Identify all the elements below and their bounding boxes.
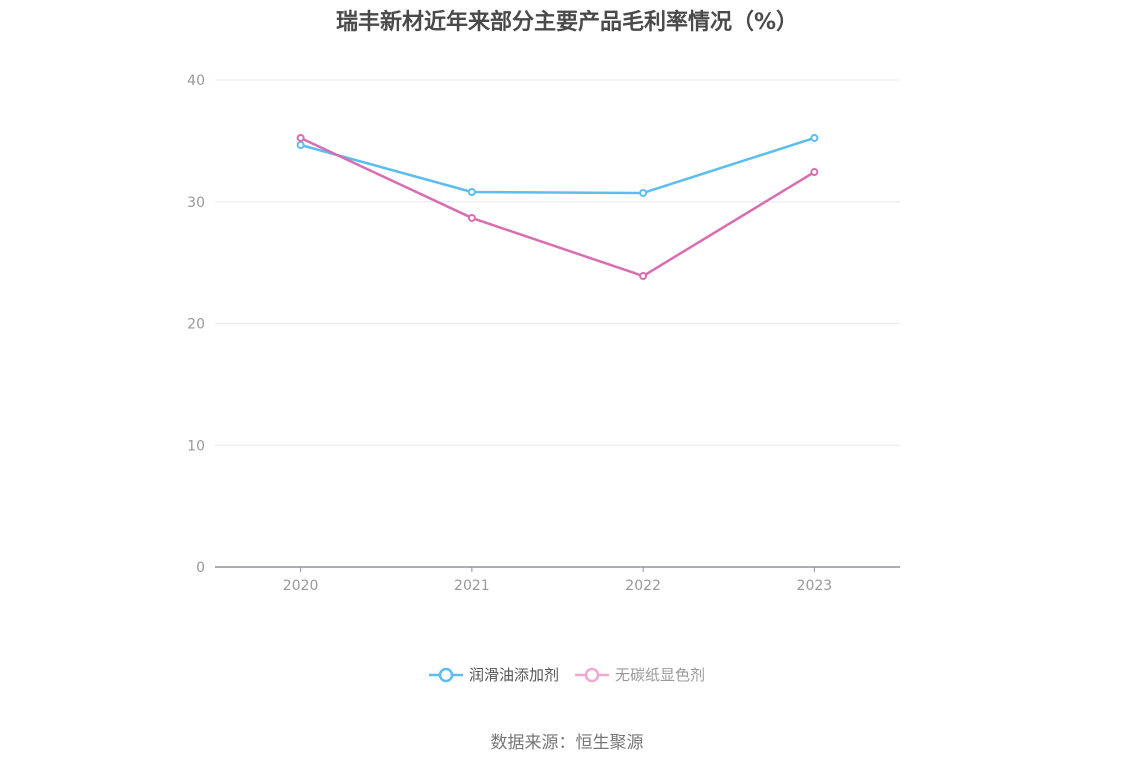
legend-label: 润滑油添加剂	[468, 666, 559, 684]
x-tick-label: 2022	[625, 578, 661, 594]
series-line-1	[300, 136, 816, 278]
legend: 润滑油添加剂 无碳纸显色剂	[0, 664, 1134, 685]
data-point	[467, 213, 476, 222]
legend-item-lubricant-additive[interactable]: 润滑油添加剂	[428, 664, 559, 685]
y-tick-label: 20	[187, 317, 205, 333]
x-tick-label: 2021	[454, 578, 490, 594]
y-tick-label: 30	[187, 195, 205, 211]
y-tick-label: 40	[187, 73, 205, 89]
legend-item-carbonless-paper-developer[interactable]: 无碳纸显色剂	[575, 664, 705, 685]
line-chart: 0 10 20 30 40 2020 2021 2022 2023	[187, 73, 900, 594]
data-point	[639, 272, 648, 281]
legend-label: 无碳纸显色剂	[615, 666, 706, 684]
data-point	[639, 188, 648, 197]
x-tick-label: 2023	[797, 578, 833, 594]
y-tick-label: 10	[187, 438, 205, 454]
chart-title: 瑞丰新材近年来部分主要产品毛利率情况（%）	[335, 10, 799, 35]
data-point	[296, 141, 305, 150]
legend-line-circle-icon	[575, 667, 609, 682]
series-line-0	[300, 136, 815, 195]
data-point	[810, 133, 819, 142]
y-tick-label: 0	[196, 560, 205, 576]
data-point	[467, 188, 476, 197]
data-point	[296, 133, 305, 142]
data-point	[810, 168, 819, 177]
x-tick-label: 2020	[283, 578, 319, 594]
legend-line-circle-icon	[428, 667, 463, 682]
data-source: 数据来源：恒生聚源	[490, 733, 644, 753]
